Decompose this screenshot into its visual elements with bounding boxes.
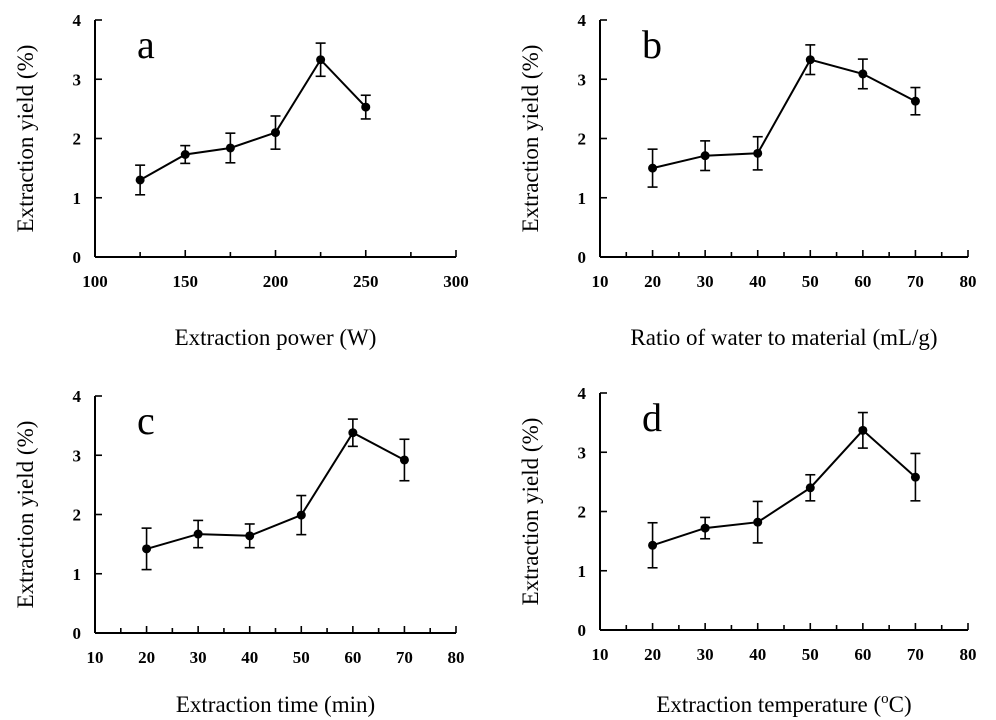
y-tick-label: 4 <box>73 11 82 30</box>
chart-panel-d: 0 1 2 3 4 10 20 30 40 50 60 70 80 d Extraction yield (… <box>518 384 977 717</box>
data-point <box>753 148 763 158</box>
data-point <box>805 483 815 493</box>
panel-letter: c <box>137 398 155 443</box>
y-tick-label: 4 <box>578 11 587 30</box>
panel-letter: b <box>642 22 662 67</box>
x-tick-label: 80 <box>960 272 977 291</box>
data-point <box>316 55 326 65</box>
data-point <box>753 517 763 527</box>
x-tick-label: 150 <box>173 272 199 291</box>
x-axis-title: Extraction temperature (oC) <box>656 691 911 717</box>
y-tick-label: 1 <box>578 189 587 208</box>
x-tick-label: 60 <box>854 645 871 664</box>
x-axis-title: Extraction power (W) <box>175 325 377 350</box>
x-tick-label: 40 <box>749 272 766 291</box>
data-point <box>296 510 306 520</box>
y-tick-label: 3 <box>578 443 587 462</box>
x-tick-label: 30 <box>190 648 207 667</box>
series-line <box>652 428 917 547</box>
panel-letter: a <box>137 22 155 67</box>
y-axis-title: Extraction yield (%) <box>13 421 38 609</box>
data-point <box>700 151 710 161</box>
y-tick-label: 4 <box>73 387 82 406</box>
panel-letter: d <box>642 395 662 440</box>
y-tick-label: 2 <box>73 506 82 525</box>
x-axis-title: Ratio of water to material (mL/g) <box>630 325 937 350</box>
x-tick-label: 50 <box>802 272 819 291</box>
data-point <box>858 69 868 79</box>
x-tick-label: 30 <box>697 272 714 291</box>
y-tick-label: 3 <box>73 446 82 465</box>
y-tick-label: 2 <box>73 130 82 149</box>
x-axis-title-unit: C) <box>889 692 912 717</box>
x-tick-label: 40 <box>749 645 766 664</box>
y-tick-label: 0 <box>578 621 587 640</box>
x-tick-label: 80 <box>448 648 465 667</box>
data-point <box>271 128 280 138</box>
series-line <box>146 431 405 550</box>
x-tick-label: 30 <box>697 645 714 664</box>
y-tick-label: 3 <box>73 70 82 89</box>
x-tick-label: 70 <box>396 648 413 667</box>
x-tick-label: 250 <box>353 272 379 291</box>
y-tick-label: 2 <box>578 130 587 149</box>
data-point <box>245 531 255 541</box>
x-tick-label: 10 <box>592 272 609 291</box>
data-point <box>361 102 371 112</box>
data-point <box>648 540 658 550</box>
x-tick-label: 20 <box>644 272 661 291</box>
x-tick-label: 60 <box>854 272 871 291</box>
x-tick-label: 10 <box>87 648 104 667</box>
y-axis-title: Extraction yield (%) <box>518 45 543 233</box>
series-line <box>652 58 916 170</box>
y-tick-label: 0 <box>578 248 587 267</box>
y-tick-label: 0 <box>73 624 82 643</box>
data-point <box>858 425 868 435</box>
data-point <box>910 96 920 106</box>
x-tick-label: 20 <box>138 648 155 667</box>
x-tick-label: 80 <box>960 645 977 664</box>
x-tick-label: 300 <box>443 272 469 291</box>
x-tick-label: 40 <box>241 648 258 667</box>
x-tick-label: 50 <box>293 648 310 667</box>
data-point <box>648 163 658 173</box>
x-axis-title-main: Extraction temperature ( <box>656 692 881 717</box>
y-axis-title: Extraction yield (%) <box>518 418 543 606</box>
y-axis-title: Extraction yield (%) <box>13 45 38 233</box>
y-tick-label: 1 <box>578 562 587 581</box>
data-point <box>135 175 145 185</box>
y-tick-label: 1 <box>73 189 82 208</box>
y-tick-label: 0 <box>73 248 82 267</box>
data-point <box>348 428 358 438</box>
x-axis-title: Extraction time (min) <box>176 692 375 717</box>
x-axis-title-superscript: o <box>881 691 889 707</box>
x-tick-label: 60 <box>344 648 361 667</box>
x-tick-label: 50 <box>802 645 819 664</box>
data-point <box>399 455 409 465</box>
y-tick-label: 2 <box>578 503 587 522</box>
x-tick-label: 20 <box>644 645 661 664</box>
x-tick-label: 70 <box>907 272 924 291</box>
chart-panel-a: 0 1 2 3 4 100 150 200 250 300 a Extraction yield (%… <box>13 11 469 350</box>
data-point <box>225 143 235 153</box>
data-point <box>805 55 815 65</box>
x-tick-label: 200 <box>263 272 289 291</box>
chart-panel-b: 0 1 2 3 4 10 20 30 40 50 60 70 80 b Extraction yield (… <box>518 11 977 350</box>
y-tick-label: 3 <box>578 70 587 89</box>
data-point <box>910 472 920 482</box>
data-point <box>142 544 152 554</box>
data-point <box>180 149 190 159</box>
series-line <box>139 58 367 181</box>
y-tick-label: 4 <box>578 384 587 403</box>
chart-panel-c: 0 1 2 3 4 10 20 30 40 50 60 70 80 c Extraction yield (… <box>13 387 465 717</box>
data-point <box>700 523 710 533</box>
y-tick-label: 1 <box>73 565 82 584</box>
x-tick-label: 70 <box>907 645 924 664</box>
data-point <box>193 529 203 539</box>
x-tick-label: 100 <box>82 272 108 291</box>
x-tick-label: 10 <box>592 645 609 664</box>
